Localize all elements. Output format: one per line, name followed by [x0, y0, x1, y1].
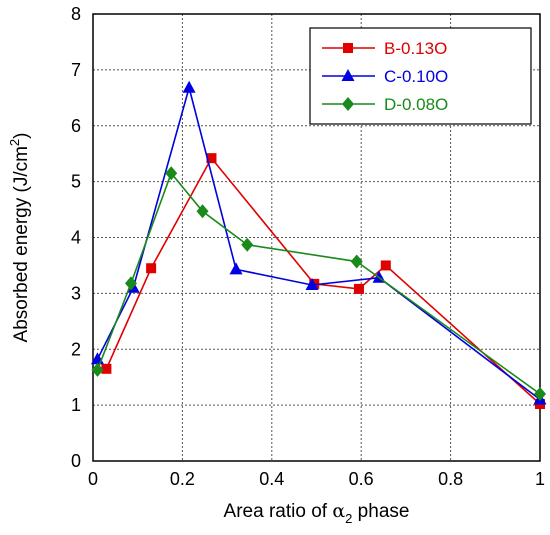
x-tick-label: 1 — [535, 469, 545, 489]
y-tick-label: 8 — [71, 4, 81, 24]
series-D-0.08O — [91, 166, 546, 401]
data-point — [196, 204, 209, 219]
x-axis-title-suffix: phase — [352, 501, 409, 522]
data-point — [206, 153, 217, 164]
legend-marker — [341, 69, 355, 81]
y-tick-label: 2 — [71, 339, 81, 359]
y-axis-title-text: Absorbed energy (J/cm — [11, 146, 32, 342]
data-point — [380, 260, 391, 271]
data-point — [305, 277, 319, 290]
data-point — [350, 254, 363, 269]
y-axis-title-close: ) — [11, 133, 32, 139]
x-axis-title: Area ratio of α2 phase — [224, 500, 410, 526]
data-point — [101, 363, 112, 374]
tick-labels: 0 0.2 0.4 0.6 0.8 1 0 1 2 3 4 5 6 7 8 — [71, 4, 545, 489]
y-tick-label: 4 — [71, 228, 81, 248]
y-tick-label: 0 — [71, 451, 81, 471]
y-tick-label: 7 — [71, 60, 81, 80]
y-tick-label: 5 — [71, 172, 81, 192]
data-point — [146, 263, 157, 274]
data-point — [353, 283, 364, 294]
x-tick-label: 0.8 — [438, 469, 463, 489]
data-point — [124, 276, 137, 291]
series — [90, 80, 547, 410]
legend: B-0.13O C-0.10O D-0.08O — [309, 27, 532, 125]
legend-label: D-0.08O — [384, 95, 448, 114]
data-point — [229, 262, 243, 275]
series-B-0.13O — [101, 153, 545, 410]
x-tick-label: 0 — [88, 469, 98, 489]
data-point — [241, 237, 254, 252]
x-tick-label: 0.6 — [349, 469, 374, 489]
data-point — [534, 386, 546, 401]
x-axis-title-prefix: Area ratio of — [224, 501, 333, 522]
legend-marker — [343, 43, 353, 53]
series-C-0.10O — [90, 80, 547, 405]
plot-frame — [92, 13, 541, 462]
x-tick-label: 0.4 — [259, 469, 284, 489]
series-line — [105, 156, 541, 405]
y-tick-label: 3 — [71, 283, 81, 303]
legend-label: C-0.10O — [384, 67, 448, 86]
data-point — [182, 80, 196, 93]
x-tick-label: 0.2 — [170, 469, 195, 489]
y-tick-label: 1 — [71, 395, 81, 415]
data-point — [91, 362, 104, 377]
y-axis-title: Absorbed energy (J/cm2) — [7, 133, 32, 343]
x-axis-title-subscript: 2 — [345, 511, 352, 526]
y-axis-title-superscript: 2 — [7, 139, 22, 146]
y-tick-label: 6 — [71, 116, 81, 136]
x-axis-title-symbol: α — [332, 500, 345, 522]
legend-label: B-0.13O — [384, 39, 447, 58]
data-point — [165, 166, 178, 181]
legend-marker — [342, 97, 354, 111]
